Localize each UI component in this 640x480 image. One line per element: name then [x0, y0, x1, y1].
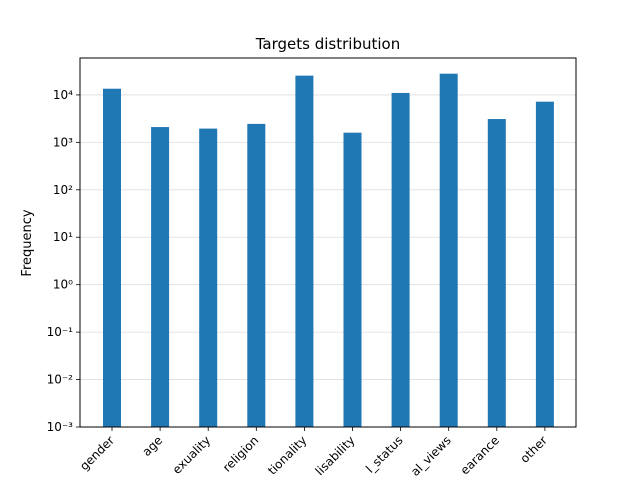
x-tick-label: l_status — [363, 433, 406, 476]
bar-sexuality — [199, 128, 218, 428]
chart-title: Targets distribution — [255, 35, 400, 53]
bars-layer — [103, 73, 554, 428]
x-tick-label: age — [140, 433, 166, 459]
y-tick-label: 10¹ — [53, 230, 73, 244]
x-tick-label: gender — [77, 433, 117, 473]
x-tick-label: al_views — [408, 433, 454, 479]
bar-political_views — [439, 73, 458, 427]
y-tick-label: 10⁻³ — [47, 420, 74, 434]
x-tick-label: other — [518, 433, 551, 466]
y-tick-label: 10² — [53, 183, 73, 197]
bar-nationality — [295, 75, 314, 427]
bar-other — [535, 101, 554, 427]
y-tick-label: 10³ — [53, 135, 73, 149]
bar-religion — [247, 123, 266, 428]
bar-appearance — [487, 119, 506, 427]
x-tick-label: exuality — [170, 433, 214, 477]
x-ticks: gender age exuality religion tionality lisabi… — [77, 427, 550, 479]
y-ticks: 10⁻³ 10⁻² 10⁻¹ 10⁰ 10¹ 10² 10³ 10⁴ — [47, 88, 80, 434]
bar-age — [151, 127, 170, 427]
y-tick-label: 10⁰ — [53, 278, 73, 292]
y-tick-label: 10⁻² — [47, 373, 74, 387]
bar-social_status — [391, 92, 410, 427]
x-tick-label: tionality — [265, 433, 309, 477]
y-tick-label: 10⁴ — [53, 88, 73, 102]
bar-gender — [103, 88, 121, 427]
x-tick-label: lisability — [313, 433, 358, 478]
bar-disability — [343, 132, 362, 427]
plot-frame — [79, 57, 577, 428]
x-tick-label: religion — [220, 433, 261, 474]
x-tick-label: earance — [458, 433, 502, 477]
y-axis-label: Frequency — [20, 209, 35, 276]
y-tick-label: 10⁻¹ — [47, 325, 74, 339]
